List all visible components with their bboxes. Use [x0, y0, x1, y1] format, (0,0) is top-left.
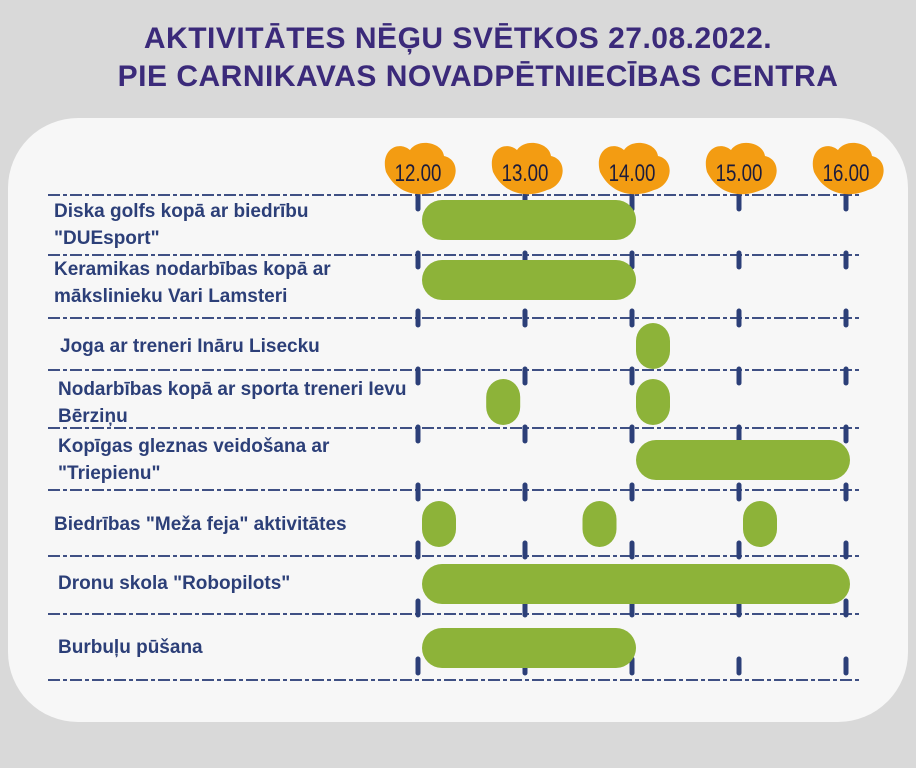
activity-label: Dronu skola "Robopilots"	[58, 573, 291, 594]
activity-bar	[422, 628, 636, 668]
activity-bar	[422, 501, 456, 547]
activity-label: Burbuļu pūšana	[58, 637, 203, 658]
activity-label: Nodarbības kopā ar sporta treneri Ievu B…	[58, 379, 407, 427]
time-label: 16.00	[823, 160, 870, 187]
activity-bar	[743, 501, 777, 547]
time-badge	[491, 142, 563, 195]
activity-bar	[422, 260, 636, 300]
activity-bar	[422, 200, 636, 240]
activity-bar	[636, 379, 670, 425]
activity-label: Kopīgas gleznas veidošana ar "Triepienu"	[58, 436, 330, 484]
activity-label: Diska golfs kopā ar biedrību "DUEsport"	[54, 201, 309, 249]
activity-label: Joga ar treneri Ināru Lisecku	[60, 336, 320, 357]
activity-bar	[582, 501, 617, 547]
time-badge	[598, 142, 670, 195]
title-line-1: AKTIVITĀTES NĒĢU SVĒTKOS 27.08.2022.	[143, 22, 773, 55]
time-badge	[705, 142, 777, 195]
time-label: 12.00	[395, 160, 442, 187]
activity-bar	[486, 379, 521, 425]
time-badge	[812, 142, 884, 195]
activity-bar	[636, 323, 670, 369]
time-badge	[384, 142, 456, 195]
time-label: 13.00	[502, 160, 549, 187]
activity-label: Biedrības "Meža feja" aktivitātes	[54, 514, 347, 535]
activity-label: Keramikas nodarbības kopā ar mākslinieku…	[54, 259, 331, 307]
time-label: 15.00	[716, 160, 763, 187]
activity-bar	[422, 564, 850, 604]
activity-bar	[636, 440, 850, 480]
title-line-2: PIE CARNIKAVAS NOVADPĒTNIECĪBAS CENTRA	[117, 60, 839, 93]
time-label: 14.00	[609, 160, 656, 187]
